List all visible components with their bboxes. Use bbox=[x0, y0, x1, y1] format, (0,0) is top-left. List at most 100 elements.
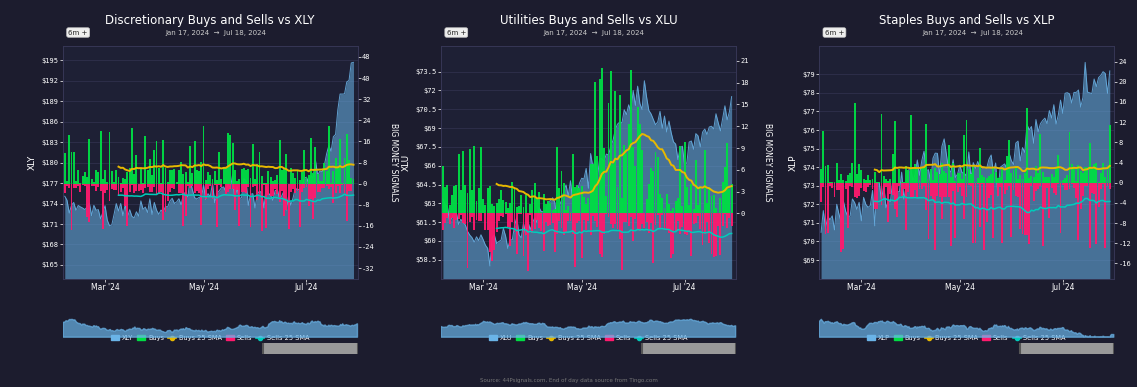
Bar bbox=[172, 170, 173, 184]
Bar bbox=[1028, 183, 1030, 245]
Bar bbox=[659, 194, 661, 213]
Bar bbox=[713, 213, 715, 257]
Bar bbox=[549, 203, 551, 213]
Bar bbox=[692, 213, 695, 224]
Bar bbox=[956, 173, 958, 183]
Bar bbox=[525, 213, 526, 235]
Bar bbox=[91, 184, 92, 186]
Bar bbox=[536, 213, 538, 220]
Bar bbox=[880, 183, 882, 205]
Bar bbox=[583, 213, 584, 220]
Bar bbox=[581, 213, 582, 258]
Bar bbox=[325, 184, 327, 186]
Bar bbox=[600, 68, 603, 213]
Bar bbox=[1039, 134, 1041, 183]
Bar bbox=[301, 172, 302, 184]
Bar bbox=[288, 184, 290, 229]
Bar bbox=[1013, 183, 1014, 190]
Bar bbox=[1019, 175, 1021, 183]
Bar bbox=[831, 182, 833, 183]
Bar bbox=[1011, 173, 1012, 183]
Bar bbox=[952, 183, 954, 191]
Bar bbox=[221, 179, 223, 184]
Bar bbox=[179, 170, 180, 184]
Bar bbox=[637, 108, 639, 213]
Bar bbox=[954, 183, 956, 238]
Bar bbox=[93, 184, 94, 186]
Bar bbox=[343, 184, 346, 193]
Bar bbox=[865, 183, 866, 192]
Bar bbox=[73, 152, 75, 184]
Bar bbox=[105, 184, 106, 193]
Bar bbox=[491, 213, 493, 260]
Bar bbox=[264, 343, 358, 354]
Legend: XLU, Buys, Buys 25 SMA, Sells, Sells 25 SMA: XLU, Buys, Buys 25 SMA, Sells, Sells 25 … bbox=[487, 333, 690, 343]
Bar bbox=[1078, 183, 1079, 240]
Bar bbox=[70, 152, 73, 184]
Bar bbox=[836, 183, 838, 190]
Bar bbox=[952, 163, 954, 183]
Bar bbox=[1076, 183, 1077, 198]
Bar bbox=[885, 183, 887, 187]
Bar bbox=[972, 166, 974, 183]
Bar bbox=[877, 183, 878, 209]
Bar bbox=[612, 213, 614, 228]
Bar bbox=[258, 152, 260, 184]
Bar bbox=[704, 213, 706, 234]
Bar bbox=[158, 184, 159, 194]
Bar bbox=[697, 205, 699, 213]
Y-axis label: XLY: XLY bbox=[28, 155, 38, 170]
Bar bbox=[207, 173, 209, 184]
Bar bbox=[122, 178, 124, 184]
Bar bbox=[269, 184, 272, 195]
Bar bbox=[489, 187, 491, 213]
Bar bbox=[722, 213, 723, 226]
Bar bbox=[205, 184, 207, 199]
Bar bbox=[445, 187, 446, 213]
Bar bbox=[1067, 183, 1068, 190]
Bar bbox=[265, 184, 267, 228]
Y-axis label: BIG MONEY SIGNALS: BIG MONEY SIGNALS bbox=[389, 123, 398, 202]
Bar bbox=[605, 213, 607, 214]
Bar bbox=[641, 150, 644, 213]
Bar bbox=[516, 207, 517, 213]
Bar bbox=[507, 213, 508, 227]
Bar bbox=[599, 79, 600, 213]
Bar bbox=[327, 184, 330, 190]
Bar bbox=[91, 179, 92, 184]
Bar bbox=[655, 213, 656, 225]
Bar bbox=[874, 183, 875, 209]
Bar bbox=[459, 190, 462, 213]
Bar bbox=[308, 184, 309, 206]
Bar bbox=[451, 195, 453, 213]
Bar bbox=[662, 213, 663, 215]
Bar bbox=[946, 173, 947, 183]
Bar bbox=[464, 213, 466, 224]
Bar bbox=[664, 213, 665, 229]
Bar bbox=[186, 182, 189, 184]
Bar bbox=[292, 184, 294, 189]
Bar bbox=[1097, 183, 1099, 207]
Bar bbox=[948, 145, 949, 183]
Bar bbox=[968, 169, 970, 183]
Bar bbox=[984, 183, 986, 250]
Bar bbox=[567, 206, 570, 213]
Text: 6m +: 6m + bbox=[68, 29, 88, 36]
Bar bbox=[500, 213, 503, 216]
Bar bbox=[503, 213, 505, 217]
Bar bbox=[521, 195, 522, 213]
Bar bbox=[128, 168, 131, 184]
Bar bbox=[167, 184, 168, 201]
Bar bbox=[442, 166, 443, 213]
Bar bbox=[512, 182, 513, 213]
Bar bbox=[586, 204, 587, 213]
Bar bbox=[167, 182, 168, 184]
Bar bbox=[1073, 183, 1074, 188]
Bar bbox=[820, 169, 822, 183]
Bar bbox=[905, 166, 907, 183]
Bar bbox=[592, 213, 594, 216]
Bar bbox=[525, 195, 526, 213]
Bar bbox=[454, 213, 455, 228]
Text: Source: 44Psignals.com, End of day data source from Tingo.com: Source: 44Psignals.com, End of day data … bbox=[480, 378, 657, 383]
Bar bbox=[322, 181, 323, 184]
